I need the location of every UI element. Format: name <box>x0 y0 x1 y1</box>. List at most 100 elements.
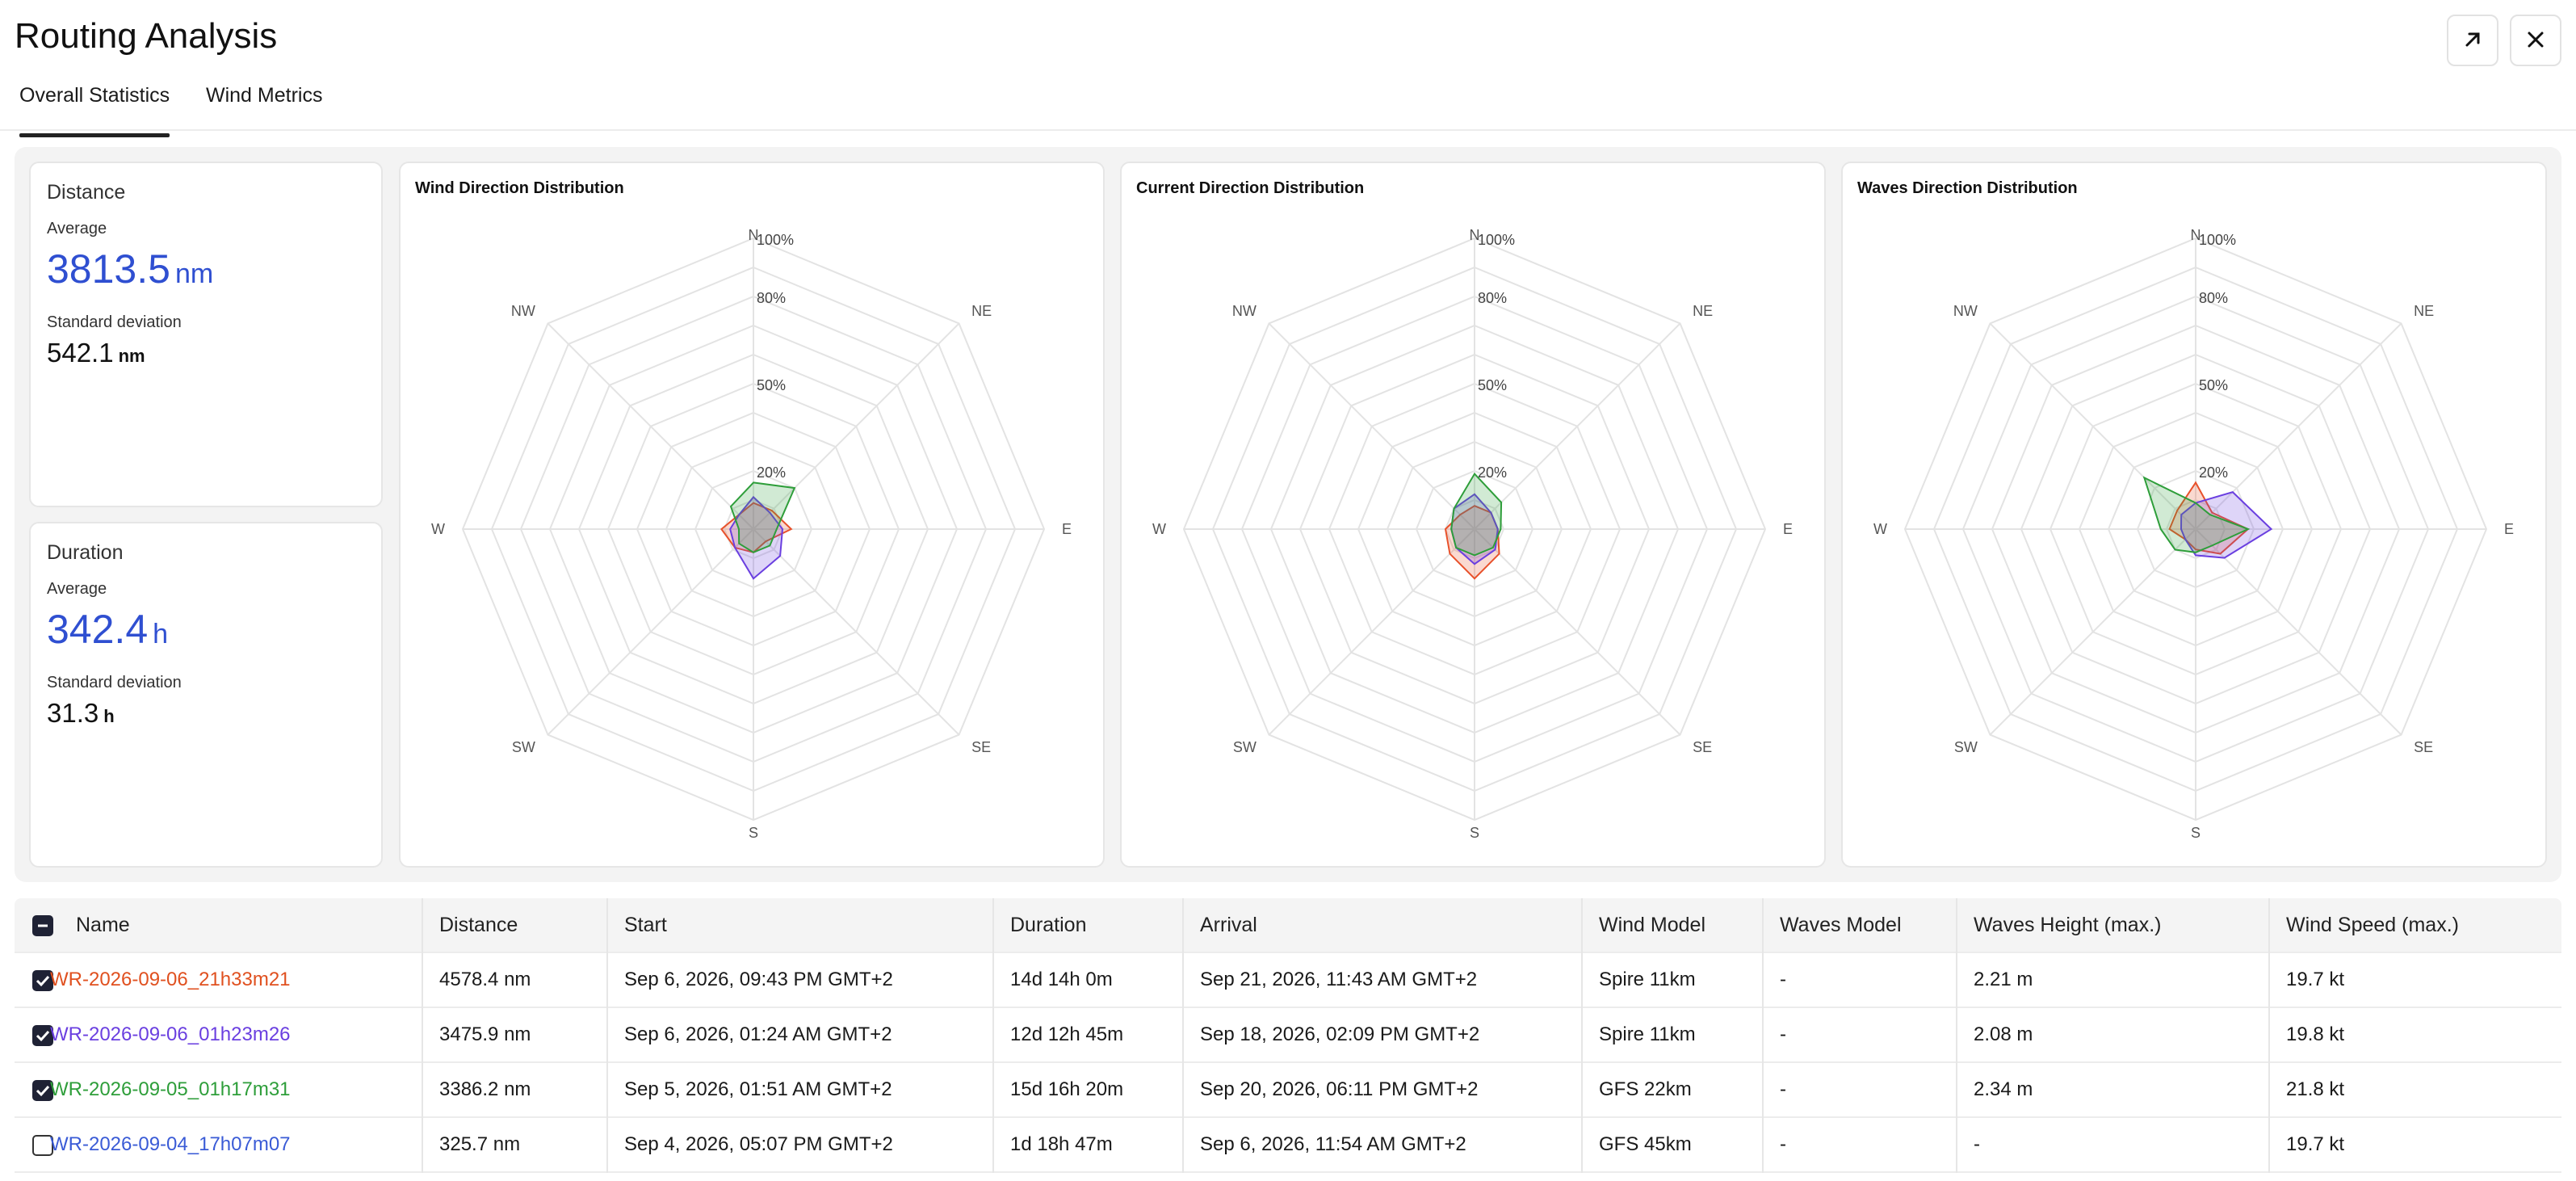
row-checkbox[interactable] <box>32 1080 53 1101</box>
cell-start: Sep 4, 2026, 05:07 PM GMT+2 <box>624 1133 893 1155</box>
col-distance[interactable]: Distance <box>439 914 518 936</box>
waves-direction-radar: 20% 50% 80% 100%N NE E SE S SW W NW <box>1873 227 2514 841</box>
duration-card: Duration Average 342.4 h Standard deviati… <box>29 522 383 868</box>
series-area-2 <box>729 481 796 553</box>
axis-label-ne: NE <box>2414 303 2434 319</box>
spoke-line <box>1474 528 1681 736</box>
axis-label-w: W <box>431 521 445 537</box>
cell-distance: 3386.2 nm <box>439 1078 531 1100</box>
cell-waves-height: 2.34 m <box>1974 1078 2033 1100</box>
table-row[interactable]: WR-2026-09-04_17h07m07 325.7 nm Sep 4, 202… <box>15 1118 2561 1173</box>
spoke-line <box>547 528 754 736</box>
table-row[interactable]: WR-2026-09-06_21h33m21 4578.4 nm Sep 6, 20… <box>15 953 2561 1008</box>
axis-label-n: N <box>1470 227 1480 243</box>
spoke-line <box>1268 528 1475 736</box>
expand-button[interactable] <box>2447 15 2498 66</box>
route-name-link[interactable]: WR-2026-09-06_21h33m21 <box>50 969 291 990</box>
route-name-link[interactable]: WR-2026-09-05_01h17m31 <box>50 1078 291 1100</box>
cell-waves-model: - <box>1780 1023 1786 1045</box>
cell-distance: 325.7 nm <box>439 1133 521 1155</box>
ring-label: 100% <box>1478 232 1515 248</box>
col-arrival[interactable]: Arrival <box>1200 914 1257 936</box>
distance-sd-label: Standard deviation <box>47 313 182 331</box>
axis-label-w: W <box>1873 521 1887 537</box>
select-all-checkbox[interactable] <box>32 915 53 936</box>
tab-overall-statistics[interactable]: Overall Statistics <box>19 84 170 137</box>
cell-wind-model: Spire 11km <box>1599 969 1696 990</box>
cell-waves-height: 2.08 m <box>1974 1023 2033 1045</box>
axis-label-nw: NW <box>511 303 535 319</box>
current-direction-radar: 20% 50% 80% 100%N NE E SE S SW W NW <box>1152 227 1793 841</box>
table-header: Name Distance Start Duration Arrival Win… <box>15 898 2561 953</box>
page-title: Routing Analysis <box>15 16 278 56</box>
axis-label-se: SE <box>1693 739 1712 755</box>
row-checkbox[interactable] <box>32 1135 53 1156</box>
ring-label: 20% <box>1478 464 1507 481</box>
duration-average-label: Average <box>47 580 107 598</box>
axis-label-se: SE <box>2414 739 2433 755</box>
axis-label-e: E <box>1783 521 1793 537</box>
wind-direction-title: Wind Direction Distribution <box>415 179 624 197</box>
col-start[interactable]: Start <box>624 914 667 936</box>
spoke-line <box>1989 528 2196 736</box>
cell-arrival: Sep 18, 2026, 02:09 PM GMT+2 <box>1200 1023 1480 1045</box>
cell-wind-model: Spire 11km <box>1599 1023 1696 1045</box>
cell-duration: 15d 16h 20m <box>1010 1078 1124 1100</box>
col-waves-model[interactable]: Waves Model <box>1780 914 1902 936</box>
cell-arrival: Sep 21, 2026, 11:43 AM GMT+2 <box>1200 969 1478 990</box>
row-checkbox[interactable] <box>32 1025 53 1046</box>
col-wind-speed[interactable]: Wind Speed (max.) <box>2286 914 2459 936</box>
wind-direction-radar: 20% 50% 80% 100%N NE E SE S SW W NW <box>431 227 1072 841</box>
cell-waves-height: 2.21 m <box>1974 969 2033 990</box>
col-waves-height[interactable]: Waves Height (max.) <box>1974 914 2162 936</box>
row-checkbox[interactable] <box>32 970 53 991</box>
axis-label-w: W <box>1152 521 1166 537</box>
ring-label: 20% <box>2199 464 2228 481</box>
distance-average-label: Average <box>47 220 107 237</box>
axis-label-se: SE <box>971 739 991 755</box>
cell-arrival: Sep 6, 2026, 11:54 AM GMT+2 <box>1200 1133 1466 1155</box>
close-button[interactable] <box>2510 15 2561 66</box>
cell-start: Sep 5, 2026, 01:51 AM GMT+2 <box>624 1078 892 1100</box>
waves-direction-card: Waves Direction Distribution 20% 50% 80% 10… <box>1841 162 2547 868</box>
ring-label: 50% <box>1478 377 1507 393</box>
ring-label: 80% <box>757 290 786 306</box>
series-area-2 <box>1450 472 1503 557</box>
axis-label-n: N <box>749 227 759 243</box>
cell-wind-speed: 21.8 kt <box>2286 1078 2345 1100</box>
axis-label-sw: SW <box>512 739 535 755</box>
table-row[interactable]: WR-2026-09-06_01h23m26 3475.9 nm Sep 6, 20… <box>15 1008 2561 1063</box>
axis-label-s: S <box>2191 825 2201 841</box>
axis-label-n: N <box>2191 227 2201 243</box>
axis-label-sw: SW <box>1233 739 1257 755</box>
statistics-panel: Distance Average 3813.5 nm Standard devia… <box>15 147 2561 882</box>
col-duration[interactable]: Duration <box>1010 914 1087 936</box>
cell-duration: 12d 12h 45m <box>1010 1023 1124 1045</box>
cell-wind-model: GFS 45km <box>1599 1133 1692 1155</box>
distance-title: Distance <box>47 181 126 204</box>
axis-label-ne: NE <box>1693 303 1713 319</box>
spoke-line <box>2195 528 2402 736</box>
cell-start: Sep 6, 2026, 09:43 PM GMT+2 <box>624 969 893 990</box>
arrow-up-right-icon <box>2461 28 2484 53</box>
col-wind-model[interactable]: Wind Model <box>1599 914 1705 936</box>
cell-wind-speed: 19.7 kt <box>2286 969 2345 990</box>
ring-label: 100% <box>2199 232 2236 248</box>
wind-direction-card: Wind Direction Distribution 20% 50% 80% 100… <box>399 162 1105 868</box>
cell-waves-model: - <box>1780 1078 1786 1100</box>
axis-label-nw: NW <box>1232 303 1257 319</box>
col-name[interactable]: Name <box>76 914 130 936</box>
cell-duration: 1d 18h 47m <box>1010 1133 1113 1155</box>
route-name-link[interactable]: WR-2026-09-04_17h07m07 <box>50 1133 291 1155</box>
route-name-link[interactable]: WR-2026-09-06_01h23m26 <box>50 1023 291 1045</box>
duration-sd-value: 31.3 h <box>47 698 115 728</box>
spoke-line <box>753 322 960 530</box>
cell-distance: 3475.9 nm <box>439 1023 531 1045</box>
ring-label: 100% <box>757 232 794 248</box>
cell-wind-model: GFS 22km <box>1599 1078 1692 1100</box>
table-row[interactable]: WR-2026-09-05_01h17m31 3386.2 nm Sep 5, 20… <box>15 1063 2561 1118</box>
ring-label: 20% <box>757 464 786 481</box>
axis-label-sw: SW <box>1954 739 1978 755</box>
close-icon <box>2524 28 2547 53</box>
tab-wind-metrics[interactable]: Wind Metrics <box>206 84 323 107</box>
